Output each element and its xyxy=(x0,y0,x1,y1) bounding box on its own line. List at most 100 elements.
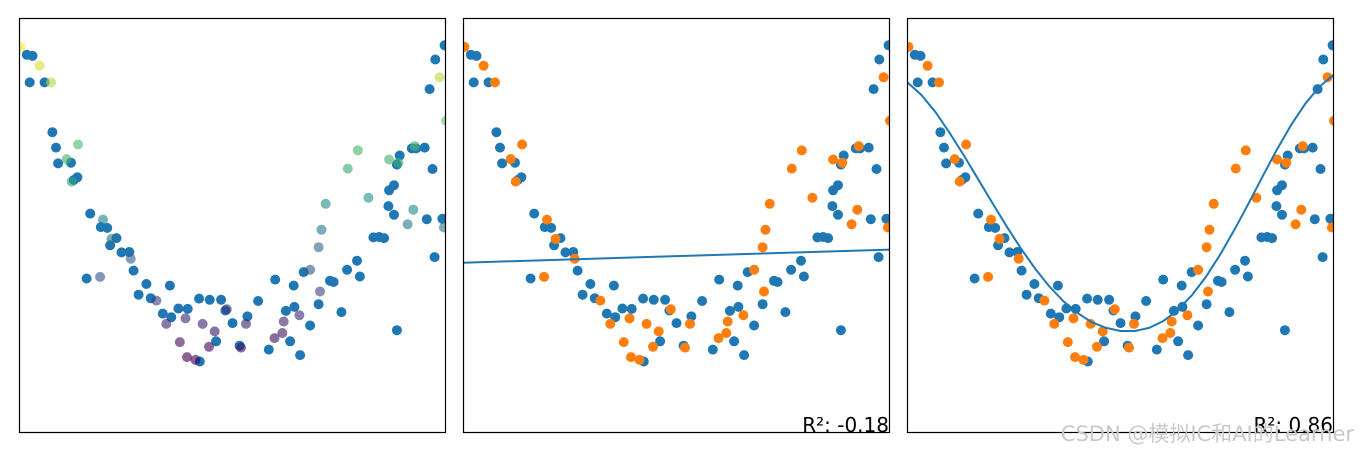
test-point-21 xyxy=(680,342,690,353)
train-point-1 xyxy=(471,50,482,61)
test-point-29 xyxy=(1208,198,1219,209)
test-point-35 xyxy=(409,141,420,152)
train-point-6 xyxy=(53,158,64,169)
train-point-5 xyxy=(495,142,505,153)
test-point-6 xyxy=(550,233,561,244)
test-point-23 xyxy=(1166,316,1177,327)
train-point-16 xyxy=(81,273,92,284)
train-point-64 xyxy=(419,142,430,153)
train-point-70 xyxy=(1279,325,1290,336)
train-point-49 xyxy=(780,307,791,318)
train-point-67 xyxy=(865,214,876,225)
test-point-34 xyxy=(393,157,404,168)
train-point-28 xyxy=(648,294,659,305)
train-point-64 xyxy=(863,142,874,153)
test-point-3 xyxy=(961,139,972,150)
train-point-56 xyxy=(383,201,394,212)
test-point-21 xyxy=(236,342,246,353)
train-point-70 xyxy=(391,325,402,336)
train-point-20 xyxy=(133,289,144,300)
test-point-41 xyxy=(1203,286,1213,297)
test-point-38 xyxy=(441,115,446,126)
train-point-37 xyxy=(1151,344,1162,355)
train-point-27 xyxy=(194,293,205,304)
test-point-15 xyxy=(626,352,636,363)
train-point-59 xyxy=(389,209,399,220)
test-point-26 xyxy=(749,264,760,275)
train-point-23 xyxy=(157,308,168,319)
train-point-69 xyxy=(881,213,890,224)
test-point-30 xyxy=(786,163,797,174)
train-point-40 xyxy=(285,336,296,347)
test-point-13 xyxy=(174,337,185,348)
train-point-40 xyxy=(729,336,740,347)
test-point-39 xyxy=(852,204,863,215)
train-point-26 xyxy=(626,303,637,314)
test-point-4 xyxy=(61,154,72,165)
train-point-29 xyxy=(216,294,227,305)
test-point-10 xyxy=(151,295,162,306)
train-point-68 xyxy=(429,252,440,263)
test-point-24 xyxy=(713,333,724,344)
test-point-7 xyxy=(539,271,550,282)
train-point-6 xyxy=(941,158,952,169)
test-point-27 xyxy=(313,242,324,253)
test-point-16 xyxy=(634,354,645,365)
test-point-16 xyxy=(1078,354,1089,365)
test-point-5 xyxy=(66,176,77,187)
test-point-14 xyxy=(197,318,208,329)
train-point-70 xyxy=(835,325,846,336)
train-point-18 xyxy=(572,265,583,276)
train-point-18 xyxy=(128,265,139,276)
train-point-41 xyxy=(288,280,299,291)
train-point-50 xyxy=(1230,264,1241,275)
train-point-29 xyxy=(1104,294,1115,305)
train-point-52 xyxy=(354,271,365,282)
train-point-58 xyxy=(1277,180,1287,191)
test-point-28 xyxy=(760,224,771,235)
test-point-33 xyxy=(1272,154,1283,165)
train-point-40 xyxy=(1173,336,1184,347)
test-point-18 xyxy=(653,326,664,337)
test-point-19 xyxy=(221,304,232,315)
test-point-40 xyxy=(402,219,413,230)
train-point-37 xyxy=(707,344,718,355)
train-point-33 xyxy=(227,318,238,329)
train-point-36 xyxy=(1141,296,1152,306)
train-point-36 xyxy=(253,296,264,306)
test-point-0 xyxy=(907,41,914,52)
test-point-34 xyxy=(837,157,848,168)
test-point-40 xyxy=(846,219,857,230)
test-point-20 xyxy=(241,318,251,329)
test-point-22 xyxy=(1165,328,1176,338)
train-point-6 xyxy=(497,158,508,169)
test-point-11 xyxy=(605,318,616,329)
test-point-23 xyxy=(722,316,733,327)
train-point-48 xyxy=(328,277,339,287)
train-point-35 xyxy=(686,311,697,322)
test-point-1 xyxy=(478,60,489,71)
test-point-36 xyxy=(1322,72,1333,83)
test-point-20 xyxy=(1129,318,1139,329)
train-point-55 xyxy=(823,233,834,244)
test-point-13 xyxy=(618,337,629,348)
test-point-8 xyxy=(542,214,552,225)
test-point-1 xyxy=(34,60,45,71)
test-point-33 xyxy=(384,154,395,165)
train-point-39 xyxy=(724,305,735,316)
test-point-30 xyxy=(1230,163,1241,174)
fit-line xyxy=(463,248,890,264)
test-point-30 xyxy=(342,163,353,174)
test-point-25 xyxy=(738,310,749,321)
train-point-22 xyxy=(164,280,175,291)
test-point-39 xyxy=(408,204,419,215)
train-point-59 xyxy=(1277,209,1287,220)
test-point-3 xyxy=(517,139,528,150)
test-point-19 xyxy=(665,304,676,315)
train-point-50 xyxy=(342,264,353,275)
train-point-16 xyxy=(969,273,980,284)
train-point-19 xyxy=(141,279,152,289)
test-point-26 xyxy=(305,264,316,275)
train-point-49 xyxy=(1224,307,1235,318)
test-point-25 xyxy=(1182,310,1193,321)
